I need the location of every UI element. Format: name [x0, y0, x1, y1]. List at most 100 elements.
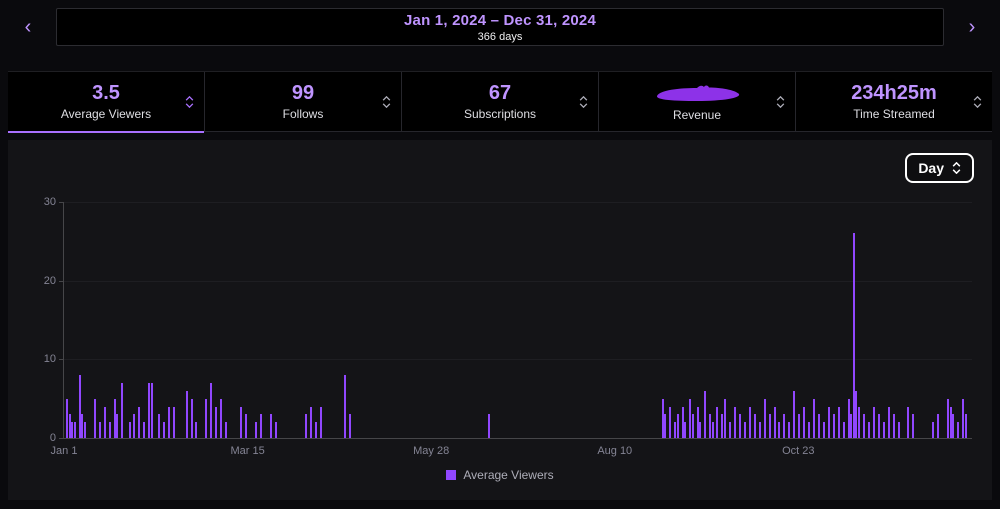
y-axis-label: 0: [49, 432, 56, 444]
tab-time-streamed[interactable]: 234h25m Time Streamed: [796, 72, 992, 131]
tab-revenue[interactable]: Revenue: [599, 72, 796, 131]
bar: [138, 406, 141, 438]
bar: [932, 422, 935, 438]
bar: [897, 422, 900, 438]
x-axis-label: Oct 23: [782, 445, 815, 457]
date-range-header: ‹ Jan 1, 2024 – Dec 31, 2024 366 days ›: [0, 0, 1000, 46]
next-range-button[interactable]: ›: [956, 8, 988, 46]
bar: [711, 422, 714, 438]
bar: [83, 422, 86, 438]
revenue-label: Revenue: [672, 107, 722, 122]
bar: [803, 406, 806, 438]
bar: [947, 398, 950, 438]
bar: [867, 422, 870, 438]
bar: [344, 375, 347, 438]
bar: [168, 406, 171, 438]
y-axis-tick: [59, 280, 63, 282]
y-axis-tick: [59, 438, 63, 439]
bar: [93, 398, 96, 438]
bar: [783, 414, 786, 438]
sort-arrows-icon[interactable]: [776, 95, 785, 108]
bar: [823, 422, 826, 438]
interval-selector[interactable]: Day: [905, 153, 974, 183]
chart-legend: Average Viewers: [8, 468, 992, 482]
bar: [195, 422, 198, 438]
chart-panel: Day 0 10 20 30 Jan 1 Mar 15 May 28 Aug 10 Oct 23…: [8, 140, 992, 500]
bar: [850, 414, 853, 438]
bar: [957, 422, 960, 438]
bar: [81, 414, 84, 438]
tab-average-viewers[interactable]: 3.5 Average Viewers: [8, 72, 205, 133]
time-streamed-value: 234h25m: [851, 82, 937, 104]
bar: [269, 414, 272, 438]
bar: [793, 390, 796, 438]
bar: [833, 414, 836, 438]
sort-arrows-icon[interactable]: [973, 95, 982, 108]
bar: [215, 406, 218, 438]
bar: [128, 422, 131, 438]
x-axis-label: Jan 1: [50, 445, 78, 457]
bar: [721, 414, 724, 438]
bar: [314, 422, 317, 438]
previous-range-button[interactable]: ‹: [12, 8, 44, 46]
bar: [150, 382, 153, 438]
bar: [71, 422, 74, 438]
bar: [738, 414, 741, 438]
bar: [962, 398, 965, 438]
tab-follows[interactable]: 99 Follows: [205, 72, 402, 131]
bar: [133, 414, 136, 438]
bar: [709, 414, 712, 438]
interval-selector-value: Day: [918, 160, 944, 176]
gridline: [64, 280, 972, 282]
bar: [773, 406, 776, 438]
revenue-value-redacted: [656, 85, 740, 101]
bar: [689, 398, 692, 438]
bar: [808, 422, 811, 438]
bar: [798, 414, 801, 438]
bar: [763, 398, 766, 438]
bar: [842, 422, 845, 438]
bar: [121, 382, 124, 438]
bar: [892, 414, 895, 438]
bar: [952, 414, 955, 438]
time-streamed-label: Time Streamed: [853, 107, 935, 121]
plot-wrap: 0 10 20 30 Jan 1 Mar 15 May 28 Aug 10 Oct 23: [44, 196, 972, 457]
sort-arrows-icon[interactable]: [185, 95, 194, 108]
bar: [488, 414, 491, 438]
sort-arrows-icon[interactable]: [579, 95, 588, 108]
bar: [664, 414, 667, 438]
y-axis-label: 20: [43, 274, 56, 287]
tab-subscriptions[interactable]: 67 Subscriptions: [402, 72, 599, 131]
y-axis-label: 10: [43, 353, 56, 366]
y-axis-tick: [59, 359, 63, 361]
bar: [768, 414, 771, 438]
bar: [78, 375, 81, 438]
average-viewers-label: Average Viewers: [60, 107, 152, 121]
gridline: [64, 359, 972, 361]
bar: [828, 406, 831, 438]
bar: [143, 422, 146, 438]
bar: [66, 398, 69, 438]
legend-series-label: Average Viewers: [463, 468, 554, 482]
bar: [73, 422, 76, 438]
bar: [661, 398, 664, 438]
bar: [696, 406, 699, 438]
sort-arrows-icon[interactable]: [382, 95, 391, 108]
bar: [716, 406, 719, 438]
bar: [676, 414, 679, 438]
bar: [148, 382, 151, 438]
bar: [847, 398, 850, 438]
bar: [813, 398, 816, 438]
bar: [753, 414, 756, 438]
x-axis-label: May 28: [413, 445, 450, 457]
bar: [907, 406, 910, 438]
stats-tabs: 3.5 Average Viewers 99 Follows 67 Subscr…: [8, 71, 992, 133]
bar: [349, 414, 352, 438]
bar: [68, 414, 71, 438]
follows-value: 99: [291, 82, 315, 104]
bar: [240, 406, 243, 438]
bar: [225, 422, 228, 438]
bar: [788, 422, 791, 438]
bar: [684, 422, 687, 438]
bar: [887, 406, 890, 438]
